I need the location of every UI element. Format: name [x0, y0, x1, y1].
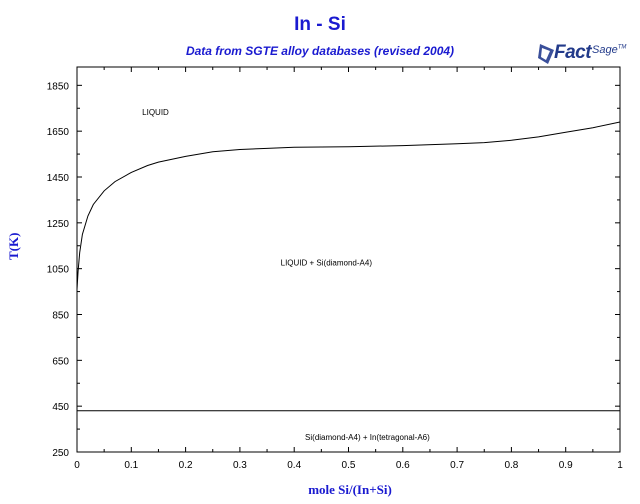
- phase-region-label: Si(diamond-A4) + In(tetragonal-A6): [305, 433, 430, 442]
- phase-region-label: LIQUID + Si(diamond-A4): [281, 259, 373, 268]
- x-tick-label: 0: [74, 460, 80, 471]
- y-tick-label: 1850: [47, 81, 70, 92]
- phase-region-label: LIQUID: [142, 108, 169, 117]
- y-tick-label: 650: [52, 356, 69, 367]
- y-tick-label: 1650: [47, 127, 70, 138]
- chart-title: In - Si: [294, 14, 346, 35]
- x-tick-label: 0.4: [287, 460, 301, 471]
- x-axis-label: mole Si/(In+Si): [308, 482, 392, 497]
- x-tick-label: 1: [617, 460, 623, 471]
- y-tick-label: 1450: [47, 173, 70, 184]
- x-tick-label: 0.1: [124, 460, 138, 471]
- factsage-logo-icon: [538, 44, 554, 64]
- y-tick-label: 1250: [47, 219, 70, 230]
- factsage-logo: Fact SageTM: [536, 40, 626, 72]
- y-tick-label: 850: [52, 311, 69, 322]
- logo-text-fact: Fact: [554, 42, 592, 63]
- y-tick-label: 250: [52, 448, 69, 459]
- liquidus-line: [76, 121, 621, 290]
- x-tick-label: 0.7: [450, 460, 464, 471]
- x-tick-label: 0.6: [396, 460, 410, 471]
- x-tick-label: 0.8: [504, 460, 518, 471]
- y-tick-label: 450: [52, 402, 69, 413]
- y-tick-label: 1050: [47, 265, 70, 276]
- x-tick-label: 0.3: [233, 460, 247, 471]
- x-tick-label: 0.2: [179, 460, 193, 471]
- x-tick-label: 0.9: [559, 460, 573, 471]
- x-tick-label: 0.5: [342, 460, 356, 471]
- chart-subtitle: Data from SGTE alloy databases (revised …: [185, 44, 455, 58]
- logo-text-sage: SageTM: [592, 44, 627, 56]
